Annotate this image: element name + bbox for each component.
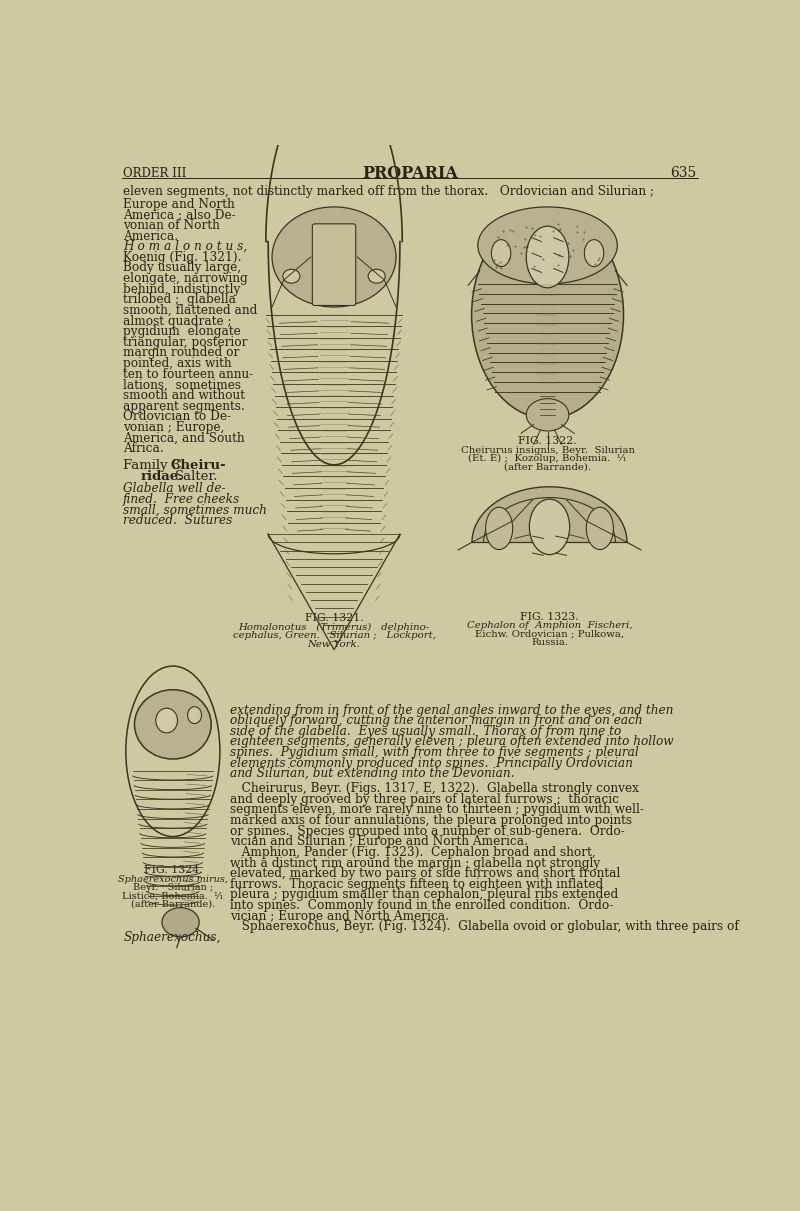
Text: (after Barrande).: (after Barrande).	[504, 463, 591, 471]
Text: smooth, flattened and: smooth, flattened and	[123, 304, 258, 317]
Ellipse shape	[134, 690, 211, 759]
Text: 635: 635	[670, 166, 697, 180]
Ellipse shape	[526, 226, 569, 288]
Text: elongate, narrowing: elongate, narrowing	[123, 272, 248, 285]
Text: and Silurian, but extending into the Devonian.: and Silurian, but extending into the Dev…	[230, 768, 514, 780]
Text: Salter.: Salter.	[175, 470, 218, 483]
Text: Body usually large,: Body usually large,	[123, 262, 242, 275]
Text: vonian ; Europe,: vonian ; Europe,	[123, 421, 225, 434]
Text: pleura ; pygidium smaller than cephalon, pleural ribs extended: pleura ; pygidium smaller than cephalon,…	[230, 889, 618, 901]
Text: Africa.: Africa.	[123, 442, 164, 455]
Ellipse shape	[530, 499, 570, 555]
Text: (after Barrande).: (after Barrande).	[130, 900, 215, 909]
Text: FIG. 1324.: FIG. 1324.	[144, 866, 202, 876]
Ellipse shape	[472, 211, 623, 419]
Text: extending from in front of the genal angles inward to the eyes, and then: extending from in front of the genal ang…	[230, 704, 674, 717]
Text: elevated, marked by two pairs of side furrows and short frontal: elevated, marked by two pairs of side fu…	[230, 867, 621, 880]
Ellipse shape	[584, 240, 604, 266]
Text: apparent segments.: apparent segments.	[123, 400, 245, 413]
Text: Glabella well de-: Glabella well de-	[123, 482, 226, 495]
Text: Cheirurus insignis, Beyr.  Silurian: Cheirurus insignis, Beyr. Silurian	[461, 446, 634, 454]
Text: pygidium  elongate: pygidium elongate	[123, 326, 241, 338]
Text: PROPARIA: PROPARIA	[362, 165, 458, 182]
Text: cephalus, Green.   Silurian ;   Lockport,: cephalus, Green. Silurian ; Lockport,	[233, 631, 435, 641]
Text: marked axis of four annulations, the pleura prolonged into points: marked axis of four annulations, the ple…	[230, 814, 632, 827]
Text: eighteen segments, generally eleven ; pleura often extended into hollow: eighteen segments, generally eleven ; pl…	[230, 735, 674, 748]
Text: Europe and North: Europe and North	[123, 197, 235, 211]
FancyBboxPatch shape	[312, 224, 356, 305]
Text: pointed, axis with: pointed, axis with	[123, 357, 232, 371]
Text: Homalonotus   (Trimerus)   delphino-: Homalonotus (Trimerus) delphino-	[238, 622, 430, 632]
Ellipse shape	[162, 907, 199, 937]
Text: Ordovician to De-: Ordovician to De-	[123, 411, 231, 423]
Text: Sphaerexochus,: Sphaerexochus,	[123, 931, 221, 943]
Text: Eichw. Ordovician ; Pulkowa,: Eichw. Ordovician ; Pulkowa,	[475, 630, 624, 638]
Text: eleven segments, not distinctly marked off from the thorax.   Ordovician and Sil: eleven segments, not distinctly marked o…	[123, 185, 654, 199]
Text: lations,  sometimes: lations, sometimes	[123, 378, 242, 391]
Text: Cephalon of  Amphion  Fischeri,: Cephalon of Amphion Fischeri,	[466, 621, 632, 630]
Text: America.: America.	[123, 230, 178, 242]
Text: Cheirurus, Beyr. (Figs. 1317, E, 1322).  Glabella strongly convex: Cheirurus, Beyr. (Figs. 1317, E, 1322). …	[230, 782, 639, 796]
Text: reduced.  Sutures: reduced. Sutures	[123, 515, 233, 527]
Text: obliquely forward, cutting the anterior margin in front and on each: obliquely forward, cutting the anterior …	[230, 714, 643, 727]
Text: ten to fourteen annu-: ten to fourteen annu-	[123, 368, 254, 380]
Text: Sphaerexochus mirus,: Sphaerexochus mirus,	[118, 874, 228, 884]
Text: FIG. 1323.: FIG. 1323.	[520, 612, 579, 622]
Text: segments eleven, more rarely nine to thirteen ; pygidium with well-: segments eleven, more rarely nine to thi…	[230, 803, 644, 816]
Text: triangular, posterior: triangular, posterior	[123, 335, 248, 349]
Text: Amphion, Pander (Fig. 1323).  Cephalon broad and short,: Amphion, Pander (Fig. 1323). Cephalon br…	[230, 846, 596, 859]
Text: with a distinct rim around the margin ; glabella not strongly: with a distinct rim around the margin ; …	[230, 856, 601, 869]
Text: America, and South: America, and South	[123, 431, 245, 444]
Text: behind, indistinctly: behind, indistinctly	[123, 282, 241, 295]
Text: margin rounded or: margin rounded or	[123, 346, 240, 360]
Text: Family 3.: Family 3.	[123, 459, 185, 472]
Ellipse shape	[156, 708, 178, 733]
Ellipse shape	[586, 507, 614, 550]
Text: America ; also De-: America ; also De-	[123, 208, 236, 222]
Text: vonian of North: vonian of North	[123, 219, 220, 233]
Text: spines.  Pygidium small, with from three to five segments ; pleural: spines. Pygidium small, with from three …	[230, 746, 639, 759]
Text: New York.: New York.	[308, 639, 361, 649]
Ellipse shape	[272, 207, 396, 308]
Text: small, sometimes much: small, sometimes much	[123, 504, 267, 517]
Text: smooth and without: smooth and without	[123, 389, 246, 402]
Ellipse shape	[478, 207, 618, 283]
Text: Cheiru-: Cheiru-	[170, 459, 226, 472]
Text: vician and Silurian ; Europe and North America.: vician and Silurian ; Europe and North A…	[230, 836, 528, 849]
Ellipse shape	[283, 269, 300, 283]
Ellipse shape	[486, 507, 513, 550]
Ellipse shape	[491, 240, 510, 266]
Text: and deeply grooved by three pairs of lateral furrows ;  thoracic: and deeply grooved by three pairs of lat…	[230, 793, 619, 805]
Text: Sphaerexochus, Beyr. (Fig. 1324).  Glabella ovoid or globular, with three pairs : Sphaerexochus, Beyr. (Fig. 1324). Glabel…	[230, 920, 739, 934]
Text: fined.  Free cheeks: fined. Free cheeks	[123, 493, 241, 506]
Text: or spines.  Species grouped into a number of sub-genera.  Ordo-: or spines. Species grouped into a number…	[230, 825, 625, 838]
Text: FIG. 1322.: FIG. 1322.	[518, 436, 577, 447]
Text: furrows.  Thoracic segments fifteen to eighteen with inflated: furrows. Thoracic segments fifteen to ei…	[230, 878, 603, 891]
Text: trilobed ;  glabella: trilobed ; glabella	[123, 293, 236, 306]
Text: (Et. E) ;  Kozolup, Bohemia.  ¹⁄₁: (Et. E) ; Kozolup, Bohemia. ¹⁄₁	[468, 454, 627, 464]
Polygon shape	[472, 487, 627, 543]
Text: side of the glabella.  Eyes usually small.  Thorax of from nine to: side of the glabella. Eyes usually small…	[230, 725, 622, 737]
Text: Russia.: Russia.	[531, 638, 568, 647]
Text: Beyr.   Silurian ;: Beyr. Silurian ;	[133, 883, 213, 893]
Text: FIG. 1321.: FIG. 1321.	[305, 614, 363, 624]
Text: into spines.  Commonly found in the enrolled condition.  Ordo-: into spines. Commonly found in the enrol…	[230, 899, 614, 912]
Ellipse shape	[368, 269, 386, 283]
Ellipse shape	[187, 707, 202, 724]
Text: vician ; Europe and North America.: vician ; Europe and North America.	[230, 909, 450, 923]
Text: ORDER III: ORDER III	[123, 167, 186, 179]
Text: H o m a l o n o t u s,: H o m a l o n o t u s,	[123, 240, 247, 253]
Text: almost quadrate ;: almost quadrate ;	[123, 315, 232, 327]
Text: Koenig (Fig. 1321).: Koenig (Fig. 1321).	[123, 251, 242, 264]
Ellipse shape	[526, 398, 569, 431]
Text: ridae.: ridae.	[140, 470, 183, 483]
Text: Listice, Bohemia.  ¹⁄₁: Listice, Bohemia. ¹⁄₁	[122, 891, 223, 901]
Text: elements commonly produced into spines.  Principally Ordovician: elements commonly produced into spines. …	[230, 757, 633, 770]
